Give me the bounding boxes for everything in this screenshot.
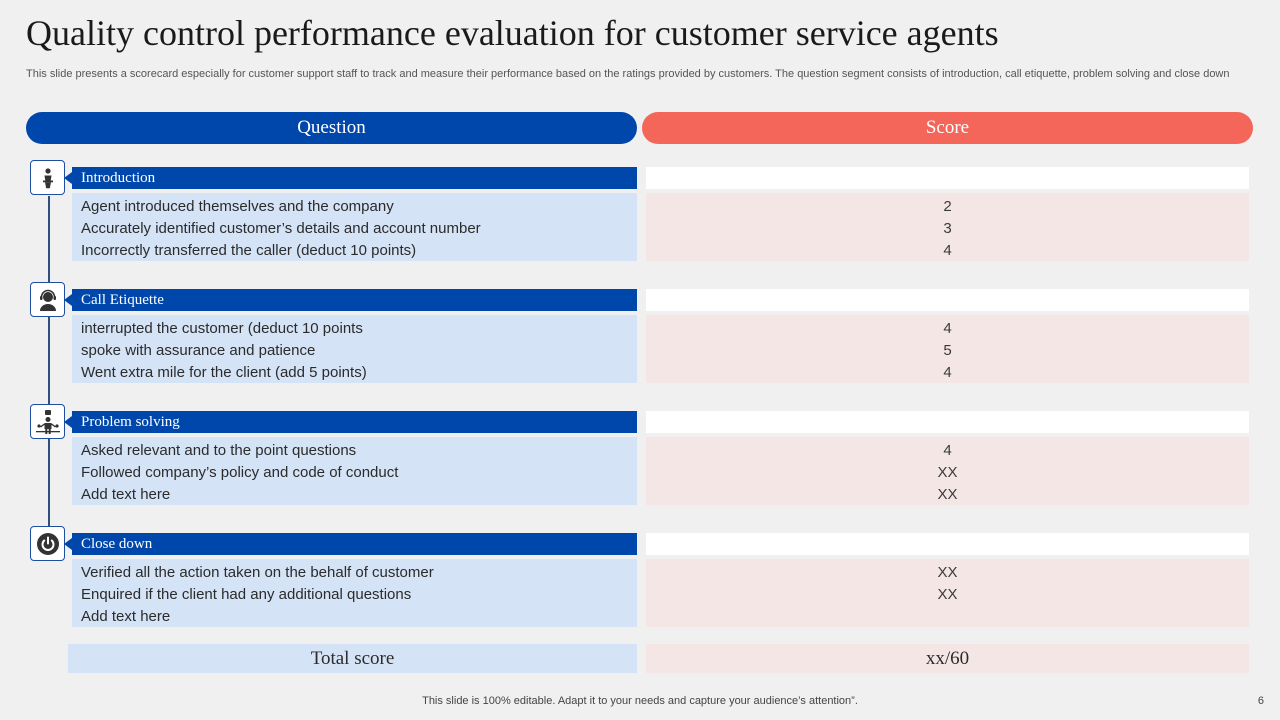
section-header-close-down: Close down: [72, 533, 637, 555]
score-column-header: Score: [642, 112, 1253, 144]
section-icon-introduction: [30, 160, 65, 195]
score-header-blank: [646, 167, 1249, 189]
presenter-icon: [42, 167, 53, 188]
score-header-blank: [646, 411, 1249, 433]
slide-subtitle: This slide presents a scorecard especial…: [26, 68, 1230, 80]
score-value: 3: [943, 220, 952, 237]
score-header-blank: [646, 289, 1249, 311]
question-rows-problem-solving: Asked relevant and to the point question…: [72, 437, 637, 505]
footer-note: This slide is 100% editable. Adapt it to…: [422, 695, 858, 707]
question-rows-introduction: Agent introduced themselves and the comp…: [72, 193, 637, 261]
score-header-blank: [646, 533, 1249, 555]
question-row: Add text here: [81, 486, 171, 503]
timeline-line: [48, 196, 50, 528]
question-row: Add text here: [81, 608, 171, 625]
slide-title: Quality control performance evaluation f…: [26, 13, 999, 53]
score-value: XX: [937, 464, 958, 481]
question-column-header: Question: [26, 112, 637, 144]
section-connector: [64, 416, 72, 428]
score-value: 5: [943, 342, 952, 359]
question-row: Asked relevant and to the point question…: [81, 442, 357, 459]
score-value: [646, 606, 1249, 628]
score-rows-close-down: XX XX: [646, 559, 1249, 627]
section-header-introduction: Introduction: [72, 167, 637, 189]
question-row: Incorrectly transferred the caller (dedu…: [81, 242, 417, 259]
score-value: 4: [943, 242, 952, 259]
section-icon-problem-solving: [30, 404, 65, 439]
section-connector: [64, 294, 72, 306]
question-row: Followed company’s policy and code of co…: [81, 464, 399, 481]
score-value: 4: [943, 364, 952, 381]
page-number: 6: [1257, 695, 1264, 707]
score-value: 4: [943, 442, 952, 459]
section-header-problem-solving: Problem solving: [72, 411, 637, 433]
score-value: XX: [937, 564, 958, 581]
question-row: Accurately identified customer’s details…: [81, 220, 481, 237]
question-rows-call-etiquette: interrupted the customer (deduct 10 poin…: [72, 315, 637, 383]
question-row: Went extra mile for the client (add 5 po…: [81, 364, 367, 381]
total-score-value: xx/60: [646, 644, 1249, 673]
section-icon-close-down: [30, 526, 65, 561]
score-value: 2: [943, 198, 952, 215]
section-header-call-etiquette: Call Etiquette: [72, 289, 637, 311]
score-value: XX: [937, 486, 958, 503]
headset-agent-icon: [39, 289, 56, 311]
question-row: Agent introduced themselves and the comp…: [81, 198, 394, 215]
question-row: interrupted the customer (deduct 10 poin…: [81, 320, 363, 337]
section-connector: [64, 538, 72, 550]
question-row: spoke with assurance and patience: [81, 342, 316, 359]
total-score-label: Total score: [68, 644, 637, 673]
score-rows-problem-solving: 4 XX XX: [646, 437, 1249, 505]
power-icon: [36, 532, 59, 555]
question-row: Enquired if the client had any additiona…: [81, 586, 412, 603]
score-value: XX: [937, 586, 958, 603]
score-rows-call-etiquette: 4 5 4: [646, 315, 1249, 383]
section-connector: [64, 172, 72, 184]
score-rows-introduction: 2 3 4: [646, 193, 1249, 261]
question-row: Verified all the action taken on the beh…: [81, 564, 434, 581]
question-rows-close-down: Verified all the action taken on the beh…: [72, 559, 637, 627]
score-value: 4: [943, 320, 952, 337]
problem-solving-icon: [35, 409, 60, 434]
section-icon-call-etiquette: [30, 282, 65, 317]
